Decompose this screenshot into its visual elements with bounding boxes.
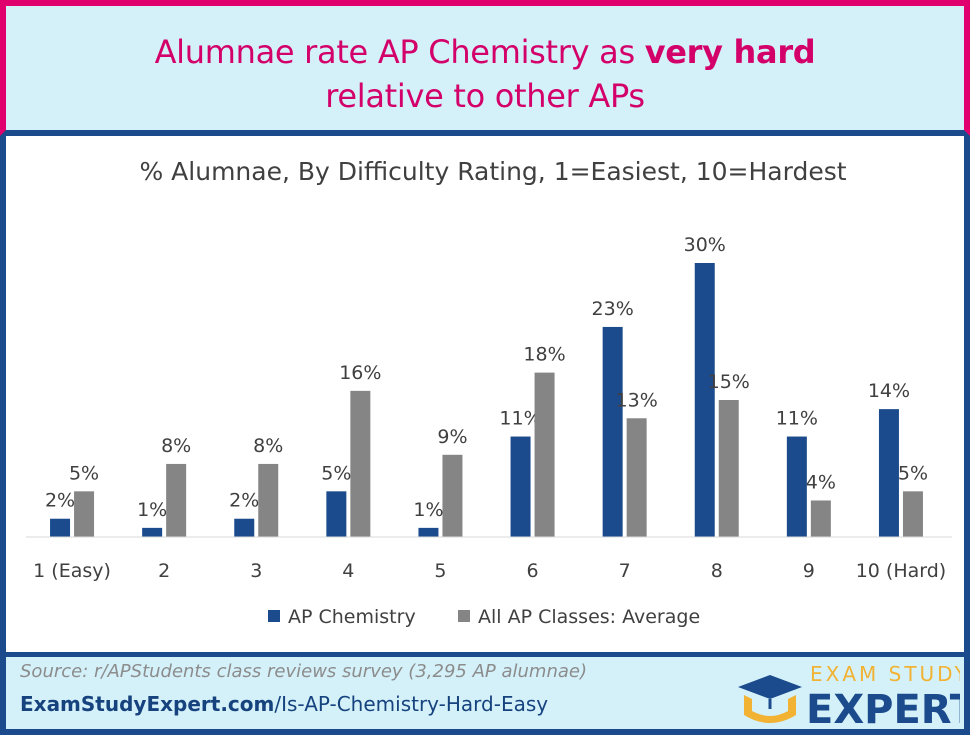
bar-all-ap-average-9 [810, 500, 831, 537]
footer: Source: r/APStudents class reviews surve… [0, 652, 970, 735]
x-tick-label-7: 7 [619, 560, 631, 582]
bar-chart: % Alumnae, By Difficulty Rating, 1=Easie… [26, 157, 952, 628]
source-note: Source: r/APStudents class reviews surve… [20, 661, 587, 682]
x-tick-label-10: 10 (Hard) [856, 560, 947, 582]
x-tick-label-4: 4 [342, 560, 354, 582]
bar-all-ap-average-6 [534, 372, 555, 537]
bar-all-ap-average-5 [442, 454, 463, 537]
bar-ap-chemistry-5 [418, 527, 439, 537]
bar-ap-chemistry-2 [142, 527, 163, 537]
site-link[interactable]: ExamStudyExpert.com/Is-AP-Chemistry-Hard… [20, 692, 548, 716]
data-label-ap-chemistry-3: 2% [229, 490, 259, 512]
title-line-2: relative to other APs [325, 77, 645, 115]
data-label-ap-chemistry-4: 5% [321, 462, 351, 484]
x-tick-label-9: 9 [803, 560, 815, 582]
title-text: Alumnae rate AP Chemistry as [154, 33, 645, 71]
data-label-all-ap-average-7: 13% [616, 389, 658, 411]
data-label-ap-chemistry-9: 11% [776, 408, 818, 430]
data-label-ap-chemistry-7: 23% [592, 298, 634, 320]
bar-ap-chemistry-4 [326, 491, 347, 537]
x-tick-label-6: 6 [527, 560, 539, 582]
x-tick-label-8: 8 [711, 560, 723, 582]
site-domain: ExamStudyExpert.com [20, 692, 275, 716]
data-label-ap-chemistry-6: 11% [499, 408, 541, 430]
bar-ap-chemistry-8 [694, 263, 715, 537]
legend-label-ap-chemistry: AP Chemistry [288, 606, 416, 628]
data-label-ap-chemistry-1: 2% [45, 490, 75, 512]
data-label-all-ap-average-4: 16% [339, 362, 381, 384]
data-label-ap-chemistry-8: 30% [684, 234, 726, 256]
bar-all-ap-average-8 [718, 400, 739, 537]
title-emphasis: very hard [644, 33, 816, 71]
x-tick-label-5: 5 [434, 560, 446, 582]
exam-study-expert-logo: EXAM STUDY EXPERT [738, 662, 960, 733]
data-label-all-ap-average-8: 15% [708, 371, 750, 393]
bar-ap-chemistry-9 [786, 436, 807, 537]
data-label-all-ap-average-9: 4% [806, 471, 836, 493]
bar-all-ap-average-2 [166, 463, 187, 537]
legend-swatch-all-ap-average [458, 610, 470, 622]
data-label-all-ap-average-10: 5% [898, 462, 928, 484]
bar-ap-chemistry-10 [878, 409, 899, 537]
legend-swatch-ap-chemistry [268, 610, 280, 622]
logo-text-bottom: EXPERT [806, 687, 960, 733]
bar-all-ap-average-3 [258, 463, 279, 537]
bar-all-ap-average-7 [626, 418, 647, 537]
bar-all-ap-average-4 [350, 390, 371, 537]
bar-ap-chemistry-6 [510, 436, 531, 537]
data-label-all-ap-average-5: 9% [437, 426, 467, 448]
bar-all-ap-average-10 [902, 491, 923, 537]
x-tick-label-1: 1 (Easy) [33, 560, 111, 582]
x-tick-label-2: 2 [158, 560, 170, 582]
bar-ap-chemistry-7 [602, 326, 623, 537]
logo-text-top: EXAM STUDY [810, 662, 960, 686]
title-banner: Alumnae rate AP Chemistry as very hard r… [0, 0, 970, 136]
bar-ap-chemistry-3 [234, 518, 255, 537]
chart-panel: % Alumnae, By Difficulty Rating, 1=Easie… [0, 136, 970, 652]
data-label-all-ap-average-6: 18% [523, 344, 565, 366]
data-label-ap-chemistry-2: 1% [137, 499, 167, 521]
data-label-ap-chemistry-5: 1% [413, 499, 443, 521]
title-line-1: Alumnae rate AP Chemistry as very hard [6, 30, 964, 74]
graduation-cap-icon [738, 675, 802, 723]
x-tick-label-3: 3 [250, 560, 262, 582]
data-label-all-ap-average-3: 8% [253, 435, 283, 457]
bar-all-ap-average-1 [74, 491, 95, 537]
data-label-all-ap-average-2: 8% [161, 435, 191, 457]
chart-title: % Alumnae, By Difficulty Rating, 1=Easie… [139, 157, 846, 186]
bar-ap-chemistry-1 [50, 518, 71, 537]
data-label-all-ap-average-1: 5% [69, 462, 99, 484]
legend-label-all-ap-average: All AP Classes: Average [478, 606, 700, 628]
data-label-ap-chemistry-10: 14% [868, 380, 910, 402]
site-path: /Is-AP-Chemistry-Hard-Easy [274, 692, 549, 716]
